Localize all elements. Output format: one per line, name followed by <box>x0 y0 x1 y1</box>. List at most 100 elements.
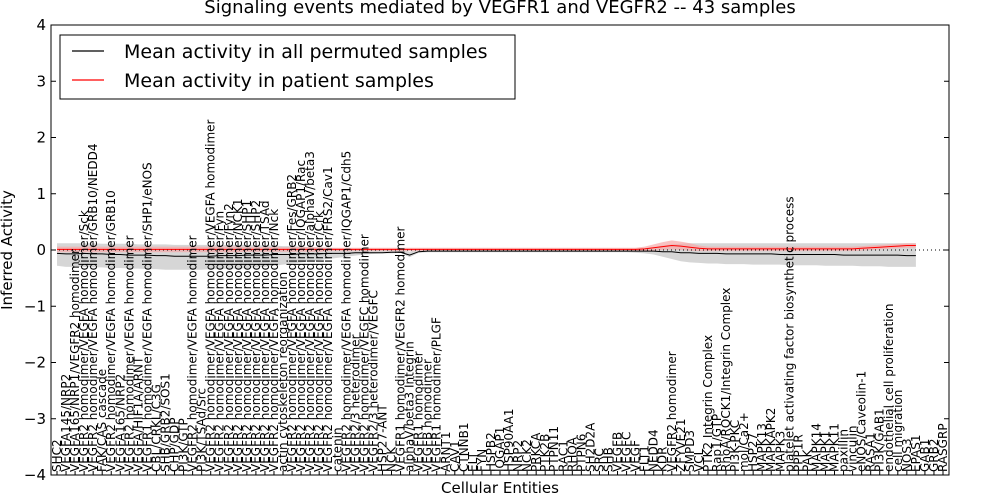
entity-label: CHP/GDP <box>168 418 182 472</box>
entity-label: VEGFR2 homodimer/VEGFA homodimer <box>186 235 200 472</box>
entity-label: VEGFR2 homodimer/VEGFA homodimer/Fes/GRB… <box>285 174 299 472</box>
entity-label: EPAS1 <box>909 434 923 472</box>
entity-label: RASA1 <box>864 432 878 472</box>
entity-label: PTPN6 <box>574 434 588 472</box>
entity-label: HSP27 <box>746 433 760 472</box>
entity-label: VEGFR1 homodimer/PLGF <box>430 317 444 472</box>
entity-label: VEGFR1 homodimer/VEGFA homodimer/SHP1/eN… <box>140 162 154 472</box>
entity-label: SRC <box>592 448 606 472</box>
entity-label: VEGFR2 homodimer/VEGFA homodimer/Sck <box>77 210 91 472</box>
entity-label: CBL/CRKL/C3G <box>149 384 163 472</box>
entity-label: Rap1/GTP <box>710 414 724 472</box>
y-tick-label: −3 <box>24 410 46 428</box>
entity-label: VEGFR2 homodimer/VEGFA homodimer <box>122 235 136 472</box>
entity-label: RASGRP <box>936 423 950 472</box>
y-tick-label: 3 <box>36 72 46 90</box>
legend: Mean activity in all permuted samples Me… <box>59 34 516 100</box>
entity-label: NCK <box>385 446 399 472</box>
entity-label: VEGFR2 homodimer/VEGFA homodimer/Nck <box>267 209 281 472</box>
entity-label: VEGFR2 homodimer/VEGFC homodimer <box>357 234 371 472</box>
entity-label: VEGFR2 homodimer/VEGFA homodimer/VEGFA h… <box>204 119 218 472</box>
line-series-0 <box>56 250 916 257</box>
entity-label: paxillin <box>837 429 851 472</box>
entity-label: VEGFC <box>620 432 634 472</box>
entity-label: MAPKAPK2 <box>764 408 778 472</box>
entity-label: SHB <box>601 447 615 472</box>
entity-label: VEGFR2 homodimer/VEGFA homodimer/NCK1 <box>231 198 245 472</box>
entity-label: MAPK3 <box>773 431 787 472</box>
entity-label: PTK2 Integrin Complex <box>701 335 715 472</box>
entity-label: alphaV/beta3 Integrin <box>403 341 417 472</box>
entity-label: VEGFR2 homodimer/VEGFA homodimer/Crk <box>312 211 326 472</box>
entity-label: NOS3 <box>900 438 914 472</box>
entity-label: VEGFB <box>611 432 625 472</box>
entity-label: MAPK1 <box>818 431 832 472</box>
entity-label: HSP90AA1 <box>502 408 516 472</box>
entity-label: VEGFR1 homodimer <box>412 351 426 472</box>
entity-label: GRB2 <box>927 438 941 472</box>
entity-label: SH2D2A <box>583 422 597 472</box>
y-tick-label: −2 <box>24 354 46 372</box>
entity-label: RHOA <box>565 436 579 472</box>
entity-label: platelet activating factor biosynthetic … <box>782 196 796 472</box>
entity-label: ARNT1 <box>439 432 453 473</box>
entity-label: VEGFR2 homodimer/VEGFA homodimer/GRB10/N… <box>86 143 100 472</box>
y-axis-title: Inferred Activity <box>0 190 16 310</box>
entity-label: PPP1R <box>791 434 805 472</box>
entity-label: VEGFR2 homodimer/VEGFA homodimer/SHP2 <box>249 200 263 472</box>
entity-label: HSP27-ANT <box>375 404 389 472</box>
entity-label: VEGFR1 homodimer/VEGFR2 homodimer <box>394 226 408 472</box>
entity-label: actin cytoskeleton reorganization <box>276 272 290 472</box>
entity-label: NRP2 <box>511 440 525 472</box>
y-axis-ticks: −4 −3 −2 −1 0 1 2 3 4 <box>24 16 949 484</box>
entity-label: eNOS/Caveolin-1 <box>855 371 869 472</box>
entity-label: SHB/GRB2/SOS1 <box>158 373 172 472</box>
series-lines <box>56 244 916 257</box>
y-tick-label: 0 <box>36 241 46 259</box>
entity-label: IQGAP1 <box>493 427 507 472</box>
entity-label: NEDD4 <box>647 429 661 472</box>
entity-label: VEGFR2 homodimer/VEGFA homodimer/IQGAP1/… <box>339 151 353 472</box>
entity-label: SMPD3 <box>683 430 697 472</box>
entity-label: PTPN11 <box>547 426 561 472</box>
entity-label: VEGFR2 homodimer/VEGFA homodimer/TSAd <box>258 201 272 472</box>
entity-label: VEGFR2 homodimer/VEGFA homodimer/Fyn <box>213 211 227 472</box>
legend-box <box>59 34 516 100</box>
entity-label: HSPB2 <box>484 432 498 472</box>
entity-label: FLT1 <box>638 445 652 472</box>
entity-label: NCK2 <box>520 439 534 472</box>
entity-label: RhoA/ROCK1/Integrin Complex <box>719 288 733 472</box>
y-tick-label: 2 <box>36 129 46 147</box>
legend-label-permuted: Mean activity in all permuted samples <box>124 41 487 63</box>
entity-label: PI3K/GAB1 <box>873 408 887 472</box>
entity-label: MAPK11 <box>828 423 842 472</box>
entity-label: PI3K/TSAd/Src <box>195 388 209 472</box>
entity-label: FYN <box>475 449 489 472</box>
entity-label: catenin <box>330 427 344 472</box>
entity-label: PAK <box>800 448 814 472</box>
entity-label: PRKCA <box>529 432 543 472</box>
entity-label: VEGFA165/NRP2 <box>113 374 127 472</box>
entity-label: VCL <box>692 448 706 472</box>
entity-label: PTK2B <box>538 434 552 472</box>
entity-label: GAB1 <box>918 439 932 472</box>
entity-label: VEGFR2/3 heterodimer <box>348 334 362 472</box>
entity-label: RAC1 <box>556 440 570 472</box>
chart-title: Signaling events mediated by VEGFR1 and … <box>204 0 795 18</box>
entity-label: VEGFB homodimer <box>421 359 435 472</box>
y-tick-label: 1 <box>36 185 46 203</box>
line-series-1 <box>57 244 916 250</box>
entity-label: SHC2 <box>50 439 64 472</box>
entity-label: VEGFR2 homodimer/VEGFA homodimer/FRS2/Ca… <box>321 166 335 472</box>
entity-label: MAPK14 <box>809 423 823 472</box>
entity-label: VEGFR2 homodimer/VEGFA homodimer/alphaV/… <box>303 151 317 472</box>
y-tick-label: −4 <box>24 466 46 484</box>
entity-label: FAK/CAS cascade <box>95 369 109 472</box>
entity-label: vinculin <box>846 425 860 472</box>
entity-label: VEGFR2 homodimer/VEGFA homodimer/SHP1 <box>240 200 254 472</box>
entity-label: VEGFA145/NRP2 <box>59 374 73 472</box>
x-axis-title: Cellular Entities <box>441 479 559 497</box>
entity-label: mol/Ca2+ <box>737 412 751 472</box>
